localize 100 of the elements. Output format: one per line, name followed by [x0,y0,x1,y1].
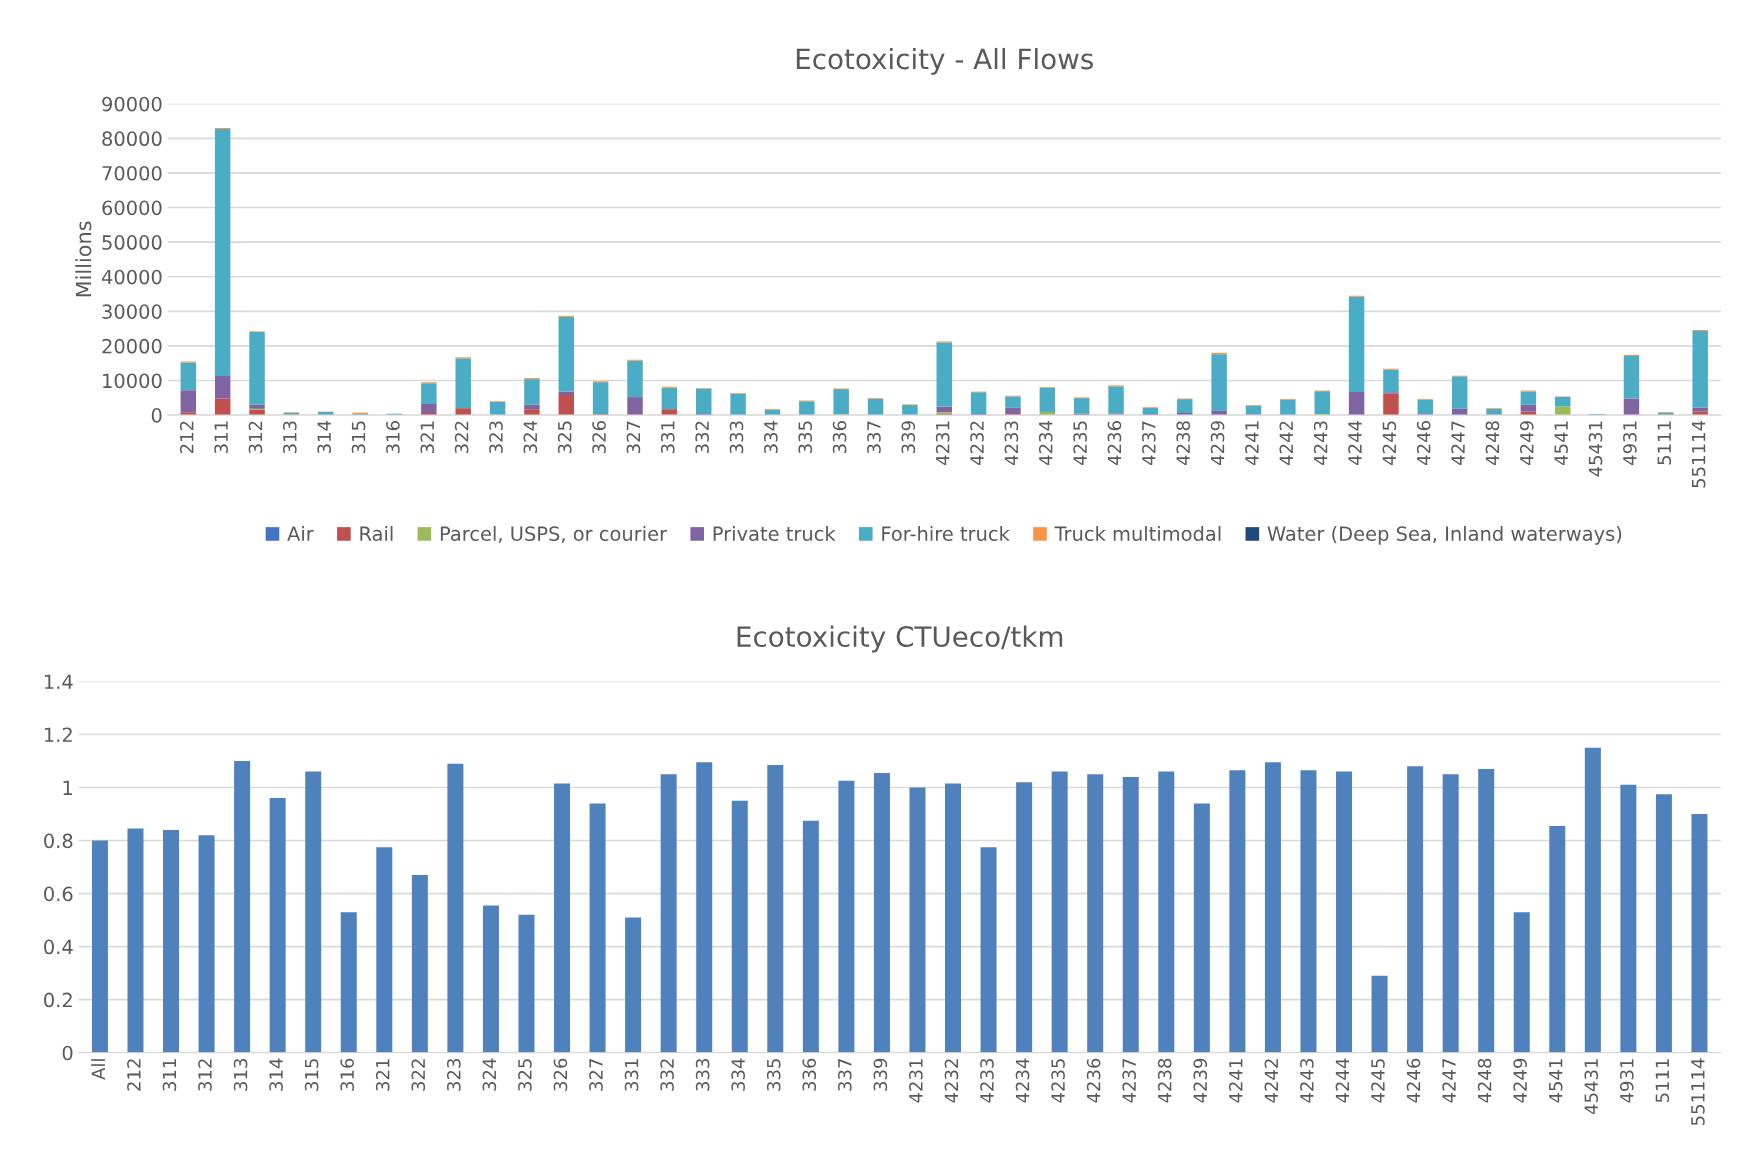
x-tick-label: 322 [411,1059,426,1091]
x-tick-label: 4243 [1300,1059,1314,1103]
y-tick-label: 0 [151,408,162,423]
x-tick-label: 45431 [1584,1059,1599,1115]
legend-label: Truck multimodal [1054,525,1221,542]
y-tick-label: 1 [63,780,72,795]
x-tick-label: 313 [233,1059,248,1091]
x-tick-label: 4246 [1416,421,1431,466]
x-tick-label: 312 [198,1059,212,1091]
x-tick-label: 4238 [1157,1058,1172,1103]
x-tick-label: 4246 [1406,1058,1421,1103]
y-tick-label: 0 [62,1045,73,1061]
x-tick-label: 314 [269,1058,283,1091]
x-tick-label: 315 [304,1059,319,1091]
x-tick-label: 4249 [1519,421,1534,466]
x-tick-label: 4244 [1348,420,1362,466]
x-tick-label: 331 [624,1059,639,1091]
x-tick-label: 4243 [1313,421,1328,466]
x-tick-label: 4231 [935,421,950,466]
x-tick-label: 327 [626,421,641,454]
x-tick-label: 334 [731,1058,745,1091]
x-tick-label: 4247 [1451,421,1465,466]
x-tick-label: 339 [901,421,916,454]
x-tick-label: 4541 [1554,421,1568,466]
x-tick-label: 316 [340,1058,354,1091]
x-tick-label: 326 [553,1058,568,1091]
x-tick-label: 325 [518,1059,532,1091]
x-tick-label: All [91,1059,105,1080]
y-tick-label: 0.2 [44,992,72,1008]
legend-label: Water (Deep Sea, Inland waterways) [1267,525,1622,545]
y-tick-label: 40000 [101,269,162,285]
y-tick-label: 30000 [102,304,162,319]
x-tick-label: 4248 [1485,421,1500,466]
y-tick-label: 10000 [103,373,162,389]
x-tick-label: 327 [589,1059,603,1091]
x-tick-label: 4245 [1371,1059,1385,1103]
x-tick-label: 324 [482,1058,497,1091]
x-tick-label: 323 [446,1059,461,1091]
x-tick-label: 326 [592,421,606,454]
x-tick-label: 4237 [1122,1059,1136,1103]
legend-label: Air [287,525,314,541]
x-tick-label: 4237 [1142,421,1156,466]
x-tick-label: 339 [873,1058,888,1091]
legend-label: Private truck [713,525,836,542]
x-tick-label: 4235 [1073,421,1087,466]
x-tick-label: 313 [282,421,297,454]
x-tick-label: 336 [832,421,847,454]
x-tick-label: 4244 [1335,1058,1349,1103]
x-tick-label: 4241 [1245,421,1259,466]
y-tick-label: 20000 [102,338,162,354]
x-tick-label: 4235 [1051,1059,1065,1103]
x-tick-label: 5111 [1657,421,1672,465]
x-tick-label: 4249 [1513,1058,1527,1103]
x-tick-label: 4245 [1382,421,1397,466]
x-tick-label: 323 [489,421,503,454]
x-tick-label: 332 [695,421,709,454]
x-tick-label: 4233 [1004,421,1019,466]
x-tick-label: 321 [375,1059,390,1091]
x-tick-label: 311 [162,1059,177,1091]
y-tick-label: 0.8 [44,833,73,849]
y-tick-label: 80000 [102,131,162,147]
x-tick-label: 333 [729,421,744,454]
x-tick-label: 5111 [1655,1059,1670,1103]
x-tick-label: 4239 [1193,1058,1208,1103]
y-tick-label: 60000 [102,200,162,216]
y-tick-label: 0.4 [44,939,73,955]
x-tick-label: 4931 [1619,1059,1634,1103]
x-tick-label: 316 [386,421,400,454]
x-tick-label: 4931 [1623,421,1637,466]
x-tick-label: 4239 [1210,421,1225,466]
x-tick-label: 4247 [1442,1059,1456,1103]
x-tick-label: 4238 [1176,421,1191,466]
x-tick-label: 4234 [1015,1058,1030,1103]
x-tick-label: 335 [798,421,813,454]
x-tick-label: 45431 [1588,421,1603,477]
y-tick-label: 1.4 [44,674,73,689]
x-tick-label: 4248 [1477,1058,1492,1103]
x-tick-label: 4232 [970,421,984,466]
x-tick-label: 212 [179,421,194,454]
x-tick-label: 4242 [1279,421,1293,466]
y-tick-label: 0.6 [44,886,73,902]
x-tick-label: 212 [127,1059,141,1091]
chart-title: Ecotoxicity CTUeco/tkm [737,625,1063,653]
x-tick-label: 4541 [1549,1059,1563,1103]
x-tick-label: 321 [420,421,435,454]
x-tick-label: 551114 [1692,420,1706,488]
x-tick-label: 335 [766,1059,781,1091]
x-tick-label: 322 [454,421,469,454]
x-tick-label: 4236 [1107,421,1122,466]
x-tick-label: 336 [802,1058,817,1091]
x-tick-label: 4234 [1038,420,1053,466]
y-tick-label: 1.2 [44,727,72,742]
x-tick-label: 312 [248,421,263,454]
y-tick-label: 90000 [102,96,162,112]
x-tick-label: 331 [660,421,675,454]
x-tick-label: 4242 [1264,1059,1278,1103]
x-tick-label: 551114 [1691,1058,1705,1126]
legend-label: For-hire truck [882,525,1010,542]
x-tick-label: 337 [837,1059,852,1091]
x-tick-label: 4232 [944,1059,959,1103]
